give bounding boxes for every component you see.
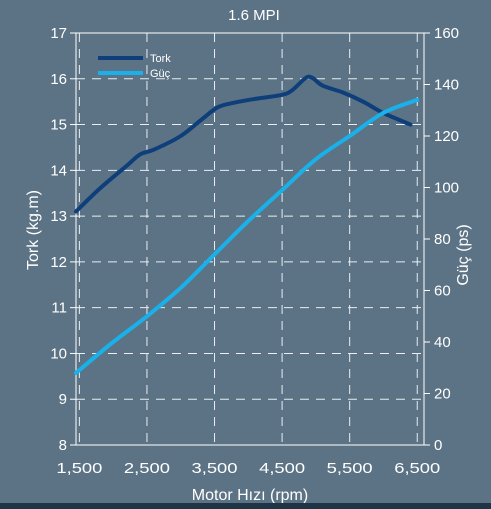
y-left-tick-label: 15	[50, 117, 67, 134]
legend-label: Tork	[150, 53, 171, 65]
x-tick-label: 1,500	[56, 460, 102, 477]
y-left-tick-label: 17	[50, 25, 67, 42]
x-tick-label: 2,500	[124, 460, 170, 477]
grid	[76, 33, 424, 445]
y-axis-right-ticks: 0 20 40 60 80 100 120 140 160	[424, 25, 459, 454]
y-left-tick-label: 9	[59, 391, 67, 408]
bottom-strip	[0, 503, 491, 509]
y-right-tick-label: 20	[434, 386, 451, 403]
y-right-tick-label: 40	[434, 334, 451, 351]
y-left-tick-label: 11	[51, 300, 67, 317]
legend: Tork Güç	[98, 53, 171, 80]
x-axis-ticks: 1,500 2,500 3,500 4,500 5,500 6,500	[56, 460, 440, 477]
y-left-tick-label: 8	[59, 437, 67, 454]
x-tick-label: 6,500	[394, 460, 440, 477]
series-line-power	[74, 97, 420, 375]
x-tick-label: 3,500	[192, 460, 238, 477]
y-left-tick-label: 16	[50, 71, 67, 88]
y-axis-right-label: Güç (ps)	[455, 224, 472, 285]
series-lines	[74, 74, 420, 375]
series-line-torque	[74, 74, 413, 214]
y-right-tick-label: 60	[434, 283, 451, 300]
x-axis-label: Motor Hızı (rpm)	[192, 487, 308, 504]
y-axis-left-label: Tork (kg.m)	[25, 190, 42, 270]
y-right-tick-label: 160	[434, 25, 459, 42]
y-right-tick-label: 120	[434, 128, 459, 145]
y-right-tick-label: 140	[434, 77, 459, 94]
y-axis-left-ticks: 8 9 10 11 12 13 14 15 16 17	[50, 25, 76, 454]
plot-frame	[75, 32, 425, 446]
y-right-tick-label: 0	[434, 437, 442, 454]
legend-label: Güç	[150, 68, 171, 80]
y-left-tick-label: 12	[50, 254, 67, 271]
y-right-tick-label: 100	[434, 180, 459, 197]
y-left-tick-label: 10	[50, 345, 67, 362]
y-left-tick-label: 13	[50, 208, 67, 225]
chart-title: 1.6 MPI	[228, 7, 280, 24]
y-left-tick-label: 14	[50, 162, 67, 179]
x-tick-label: 4,500	[259, 460, 305, 477]
x-tick-label: 5,500	[327, 460, 373, 477]
y-right-tick-label: 80	[434, 231, 451, 248]
